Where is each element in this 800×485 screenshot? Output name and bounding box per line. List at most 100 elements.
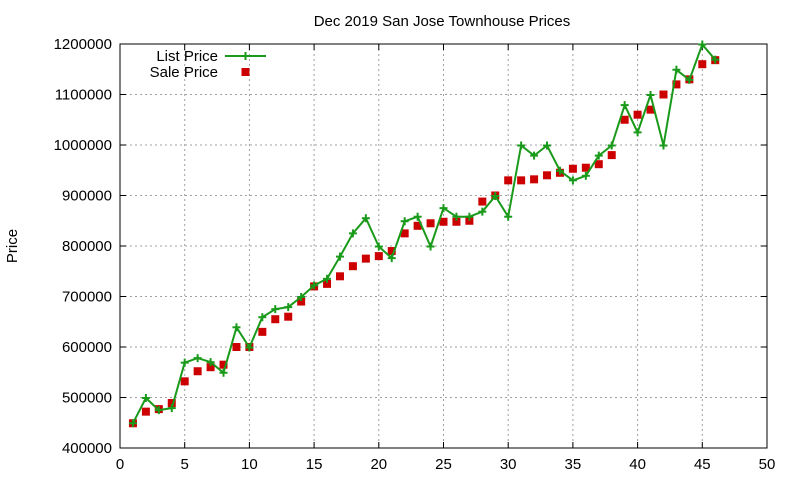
sale-price-point	[478, 197, 487, 206]
y-tick-label: 1000000	[54, 137, 112, 154]
list-price-line	[132, 43, 716, 424]
list-price-point	[646, 91, 655, 100]
list-price-point	[711, 55, 720, 64]
y-tick-label: 600000	[62, 339, 112, 356]
list-price-point	[219, 368, 228, 377]
list-price-point	[284, 303, 293, 312]
list-price-point	[413, 212, 422, 221]
list-price-point	[128, 419, 137, 428]
list-price-point	[232, 323, 241, 332]
sale-price-point	[271, 315, 280, 324]
list-price-point	[530, 151, 539, 160]
sale-price-point	[374, 252, 383, 261]
chart-title: Dec 2019 San Jose Townhouse Prices	[314, 13, 571, 30]
sale-price-point	[206, 363, 215, 372]
x-tick-label: 50	[759, 456, 776, 473]
x-tick-label: 25	[435, 456, 452, 473]
y-tick-label: 700000	[62, 289, 112, 306]
list-price-point	[374, 242, 383, 251]
x-tick-label: 40	[629, 456, 646, 473]
list-price-point	[581, 171, 590, 180]
sale-price-point	[633, 110, 642, 119]
list-price-point	[400, 217, 409, 226]
y-tick-label: 500000	[62, 390, 112, 407]
legend-swatch-list-price-marker	[241, 52, 250, 60]
sale-price-point	[167, 399, 176, 408]
legend-swatch-sale-price-marker	[241, 68, 250, 76]
y-axis-label: Price	[4, 229, 21, 263]
x-tick-label: 15	[306, 456, 323, 473]
sale-price-point	[258, 327, 267, 336]
list-price-point	[180, 358, 189, 367]
sale-price-point	[672, 80, 681, 89]
list-price-point	[154, 406, 163, 415]
list-price-point	[594, 151, 603, 160]
sale-price-point	[387, 247, 396, 256]
list-price-point	[504, 212, 513, 221]
sale-price-point	[426, 219, 435, 228]
list-price-point	[478, 207, 487, 216]
x-tick-label: 20	[370, 456, 387, 473]
sale-price-point	[180, 377, 189, 386]
y-tick-label: 900000	[62, 188, 112, 205]
x-tick-label: 5	[181, 456, 189, 473]
list-price-point	[659, 141, 668, 150]
list-price-point	[387, 254, 396, 263]
sale-price-point	[361, 254, 370, 263]
y-tick-label: 400000	[62, 440, 112, 457]
sale-price-point	[297, 297, 306, 306]
sale-price-point	[594, 160, 603, 169]
x-tick-label: 35	[565, 456, 582, 473]
sale-price-point	[698, 60, 707, 69]
list-price-point	[361, 214, 370, 223]
list-price-point	[167, 404, 176, 413]
list-price-point	[245, 343, 254, 352]
sale-price-point	[219, 360, 228, 369]
list-price-point	[620, 101, 629, 110]
list-price-point	[348, 229, 357, 238]
sale-price-point	[530, 175, 539, 184]
list-price-point	[543, 141, 552, 150]
list-price-point	[297, 293, 306, 302]
legend-label-sale-price: Sale Price	[150, 64, 218, 81]
y-tick-label: 1100000	[55, 87, 112, 104]
legend: List Price Sale Price	[150, 48, 266, 81]
sale-price-point	[439, 217, 448, 226]
sale-price-point	[620, 115, 629, 124]
x-tick-label: 30	[500, 456, 517, 473]
list-price-point	[698, 40, 707, 49]
list-price-point	[335, 252, 344, 261]
sale-price-point	[141, 407, 150, 416]
legend-label-list-price: List Price	[156, 48, 218, 65]
sale-price-point	[348, 262, 357, 271]
list-price-point	[426, 242, 435, 251]
sale-price-point	[543, 171, 552, 180]
x-tick-label: 0	[116, 456, 124, 473]
list-price-point	[141, 394, 150, 403]
sale-price-point	[517, 176, 526, 185]
y-tick-label: 1200000	[54, 36, 112, 53]
sale-price-point	[659, 90, 668, 99]
list-price-point	[452, 212, 461, 221]
sale-price-point	[581, 163, 590, 172]
list-price-point	[633, 128, 642, 137]
sale-price-point	[568, 164, 577, 173]
x-tick-label: 10	[241, 456, 258, 473]
y-tick-label: 800000	[62, 238, 112, 255]
sale-price-point	[465, 216, 474, 225]
sale-price-point	[607, 151, 616, 160]
x-tick-label: 45	[694, 456, 711, 473]
list-price-point	[491, 192, 500, 201]
list-price-point	[607, 141, 616, 150]
list-price-point	[271, 305, 280, 314]
sale-price-point	[335, 272, 344, 281]
sale-price-point	[323, 279, 332, 288]
series-layer	[128, 40, 720, 428]
list-price-point	[439, 204, 448, 213]
sale-price-point	[646, 105, 655, 114]
sale-price-point	[452, 217, 461, 226]
list-price-point	[568, 176, 577, 185]
list-price-point	[193, 354, 202, 363]
list-price-point	[258, 313, 267, 322]
